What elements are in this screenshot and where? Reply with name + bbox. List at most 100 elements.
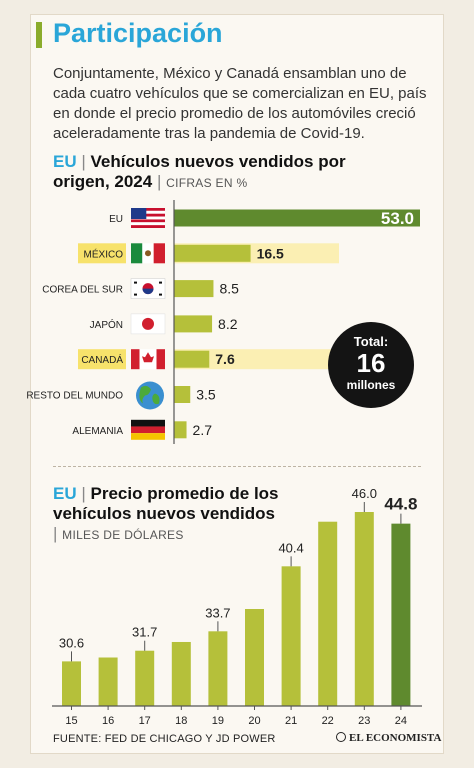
bar: [62, 661, 81, 706]
total-value: 16: [356, 348, 386, 378]
value-label: 31.7: [132, 625, 157, 640]
chart2-heading: Precio promedio de los vehículos nuevos …: [53, 484, 279, 523]
brand-name: EL ECONOMISTA: [349, 732, 442, 744]
value-label: 7.6: [215, 351, 235, 367]
kr-trigram: [134, 281, 137, 284]
value-label: 8.2: [218, 316, 238, 332]
tick-label: 16: [102, 715, 114, 727]
bar: [174, 386, 191, 403]
jp-sun: [142, 317, 154, 330]
bar: [174, 315, 213, 333]
chart1-separator: |: [81, 152, 86, 171]
value-label: 8.5: [219, 281, 239, 297]
category-label: RESTO DEL MUNDO: [26, 391, 123, 402]
usa-flag-icon: [131, 208, 165, 228]
usa-stripe: [131, 225, 165, 228]
bar: [391, 523, 411, 706]
value-label: 16.5: [257, 245, 284, 261]
tick-label: 21: [285, 715, 297, 727]
chart1-tag: EU: [53, 152, 77, 171]
bar: [245, 609, 264, 706]
de-gold: [131, 433, 165, 440]
page-title: Participación: [53, 18, 223, 48]
chart1-title: EU | Vehículos nuevos vendidos por orige…: [53, 152, 353, 193]
section-divider: [53, 466, 421, 467]
value-label: 3.5: [196, 387, 216, 403]
usa-stripe: [131, 208, 165, 211]
intro-paragraph: Conjuntamente, México y Canadá ensamblan…: [53, 65, 427, 142]
total-label: Total:: [353, 334, 389, 349]
value-label: 2.7: [193, 422, 213, 438]
chart2-tag: EU: [53, 484, 77, 503]
usa-stripe: [131, 222, 165, 226]
usa-stripe: [131, 216, 165, 220]
usa-stripe: [131, 213, 165, 217]
value-label: 30.6: [59, 635, 84, 650]
kr-yang: [142, 288, 154, 295]
value-label: 44.8: [384, 495, 417, 514]
globe-land-2: [152, 393, 160, 405]
kr-trigram: [159, 293, 162, 296]
value-label: 40.4: [278, 540, 303, 555]
chart2-unit: MILES DE DÓLARES: [62, 528, 184, 542]
bar: [174, 421, 187, 439]
chart2-separator-2: |: [53, 524, 58, 543]
kr-trigram: [134, 293, 137, 296]
brand-icon: [336, 732, 346, 742]
globe-icon: [136, 381, 164, 410]
category-highlight: [78, 349, 126, 370]
chart2-title: EU | Precio promedio de los vehículos nu…: [53, 484, 283, 545]
value-label: 33.7: [205, 605, 230, 620]
germany-flag-icon: [131, 419, 165, 440]
usa-stripe: [131, 210, 165, 214]
de-red: [131, 426, 165, 434]
value-highlight-band: [174, 349, 339, 370]
bar: [174, 209, 420, 227]
total-badge: Total: 16 millones: [328, 322, 414, 408]
ca-left: [131, 349, 140, 370]
tick-label: 20: [248, 715, 260, 727]
bar: [174, 350, 210, 368]
category-label: ALEMANIA: [72, 426, 123, 437]
canada-flag-icon: [131, 349, 165, 370]
japan-flag-icon: [130, 313, 166, 335]
globe-land: [139, 385, 151, 404]
tick-label: 17: [139, 715, 151, 727]
tick-label: 15: [65, 715, 77, 727]
bar: [281, 566, 301, 706]
bar: [318, 521, 338, 706]
bar: [171, 641, 191, 706]
category-label: EU: [109, 214, 123, 225]
kr-trigram: [159, 281, 162, 284]
mx-red: [153, 243, 165, 264]
value-label: 53.0: [381, 209, 414, 228]
korea-flag-icon: [130, 278, 166, 299]
usa-stripe: [131, 219, 165, 223]
bar: [174, 280, 214, 298]
chart1-separator-2: |: [156, 172, 162, 191]
ca-leaf: [142, 352, 154, 363]
category-highlight: [78, 243, 126, 264]
title-accent-bar: [36, 22, 42, 48]
value-label: 46.0: [352, 486, 377, 501]
tick-label: 22: [322, 715, 334, 727]
usa-canton: [131, 208, 147, 219]
category-label: JAPÓN: [90, 318, 123, 331]
bar: [98, 657, 118, 706]
chart2-separator: |: [81, 484, 86, 503]
bar: [174, 244, 251, 262]
bar: [135, 650, 155, 706]
tick-label: 24: [395, 715, 407, 727]
tick-label: 18: [175, 715, 187, 727]
mexico-flag-icon: [131, 243, 165, 264]
mx-emblem: [145, 250, 151, 257]
mx-green: [131, 243, 143, 264]
chart1-heading: Vehículos nuevos vendidos por origen, 20…: [53, 152, 346, 191]
tick-label: 19: [212, 715, 224, 727]
chart1-unit: CIFRAS EN %: [166, 176, 248, 190]
brand-logo: EL ECONOMISTA: [336, 732, 441, 744]
total-unit: millones: [346, 378, 396, 392]
category-label: MÉXICO: [84, 247, 124, 260]
de-black: [131, 419, 165, 427]
